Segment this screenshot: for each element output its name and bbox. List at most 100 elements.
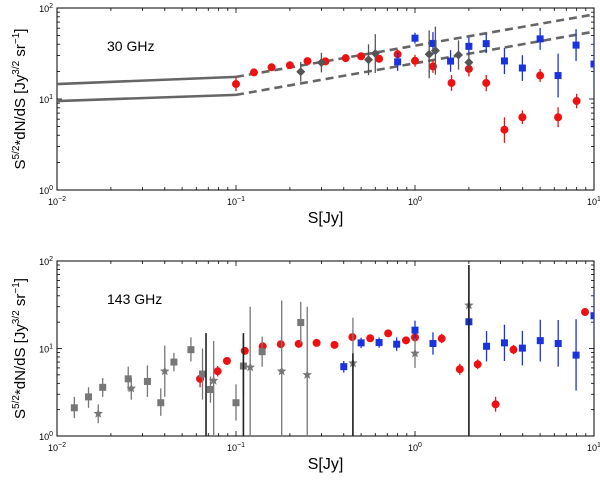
data-point-square	[500, 339, 508, 347]
data-point-star	[93, 408, 103, 418]
data-point-square	[394, 58, 402, 66]
data-point-square	[70, 404, 78, 412]
data-point-circle	[213, 367, 222, 376]
data-point-square	[518, 64, 526, 72]
data-point-diamond	[464, 57, 474, 67]
data-point-diamond	[370, 49, 380, 59]
data-point-square	[518, 344, 526, 352]
panel-30ghz: 10−2 10−1 100 101 100 101 102 S[Jy] S5/2*dN/dS […	[11, 3, 600, 227]
panel-title: 30 GHz	[107, 38, 154, 54]
data-point-square	[590, 312, 594, 320]
data-point-circle	[491, 400, 500, 409]
series-model-band-solid-	[57, 75, 237, 103]
data-point-square	[393, 340, 401, 348]
data-point-square	[465, 42, 473, 50]
data-point-circle	[411, 56, 419, 65]
data-point-star	[302, 369, 312, 379]
data-point-square	[258, 348, 266, 356]
x-tick-label: 10−2	[48, 196, 66, 207]
data-point-square	[206, 385, 214, 393]
series-red-circles	[196, 308, 590, 412]
x-axis-label: S[Jy]	[308, 210, 344, 227]
data-point-circle	[357, 52, 366, 61]
data-point-square	[554, 340, 562, 348]
data-point-circle	[222, 356, 231, 365]
data-layer	[57, 13, 594, 143]
data-point-circle	[312, 338, 321, 347]
x-tick-label: 100	[408, 442, 422, 453]
data-point-square	[554, 72, 562, 80]
data-point-square	[232, 399, 240, 407]
data-point-circle	[554, 113, 563, 122]
data-point-square	[199, 370, 207, 378]
data-point-diamond	[430, 46, 440, 56]
data-point-circle	[341, 54, 350, 63]
data-point-square	[536, 337, 544, 345]
x-tick-label: 101	[587, 196, 600, 207]
data-point-circle	[330, 340, 339, 349]
data-point-square	[99, 383, 107, 391]
data-point-circle	[366, 334, 375, 343]
model-line-solid	[57, 75, 237, 86]
data-point-circle	[267, 63, 276, 72]
data-point-circle	[536, 71, 545, 80]
panel-143ghz: 10−2 10−1 100 101 100 101 102 S[Jy] S5/2*dN/dS […	[11, 256, 600, 473]
data-point-square	[572, 41, 580, 49]
x-tick-label: 10−1	[227, 442, 245, 453]
series-gray-diamonds	[296, 26, 474, 82]
data-point-square	[483, 342, 491, 350]
y-tick-label: 102	[39, 3, 53, 14]
series-blue-squares	[340, 291, 594, 391]
data-point-square	[429, 39, 437, 47]
data-point-square	[297, 319, 305, 327]
data-point-circle	[455, 365, 464, 374]
data-point-star	[410, 348, 420, 358]
data-point-square	[340, 363, 348, 371]
data-point-square	[500, 57, 508, 65]
data-point-circle	[572, 97, 581, 106]
data-point-square	[143, 377, 151, 385]
data-point-circle	[375, 54, 384, 63]
model-line-dashed	[235, 13, 594, 79]
tick-marks	[56, 8, 594, 191]
y-tick-label: 102	[39, 256, 53, 267]
data-point-square	[124, 375, 132, 383]
data-point-circle	[473, 360, 482, 369]
data-point-circle	[249, 68, 258, 77]
y-tick-label: 101	[39, 94, 53, 105]
data-point-circle	[509, 345, 518, 354]
data-point-circle	[447, 78, 456, 87]
data-point-square	[429, 340, 437, 348]
y-axis-label: S5/2*dN/dS [Jy3/2 sr−1]	[11, 29, 29, 170]
data-point-square	[170, 358, 178, 366]
data-point-square	[411, 326, 419, 334]
data-point-circle	[276, 340, 285, 349]
data-point-square	[85, 393, 93, 401]
panel-title: 143 GHz	[107, 291, 162, 307]
data-point-circle	[518, 113, 527, 122]
data-point-square	[411, 34, 419, 42]
data-point-square	[590, 60, 594, 68]
x-tick-label: 100	[408, 196, 422, 207]
data-point-circle	[500, 125, 509, 134]
y-tick-label: 100	[39, 185, 53, 196]
x-tick-label: 10−1	[227, 196, 245, 207]
y-tick-label: 101	[39, 344, 53, 355]
data-point-circle	[482, 78, 491, 87]
data-point-square	[572, 351, 580, 359]
data-layer	[70, 265, 594, 436]
series-blue-squares	[394, 27, 594, 98]
model-line-solid	[57, 93, 237, 103]
x-tick-label: 101	[587, 442, 600, 453]
y-tick-label: 100	[39, 431, 53, 442]
data-point-square	[536, 35, 544, 43]
data-point-square	[447, 57, 455, 65]
data-point-square	[482, 40, 490, 48]
x-tick-label: 10−2	[48, 442, 66, 453]
data-point-square	[375, 339, 383, 347]
data-point-square	[357, 339, 365, 347]
data-point-circle	[402, 336, 411, 345]
data-point-star	[126, 383, 136, 393]
series-dark-vertical-bars	[205, 265, 470, 436]
